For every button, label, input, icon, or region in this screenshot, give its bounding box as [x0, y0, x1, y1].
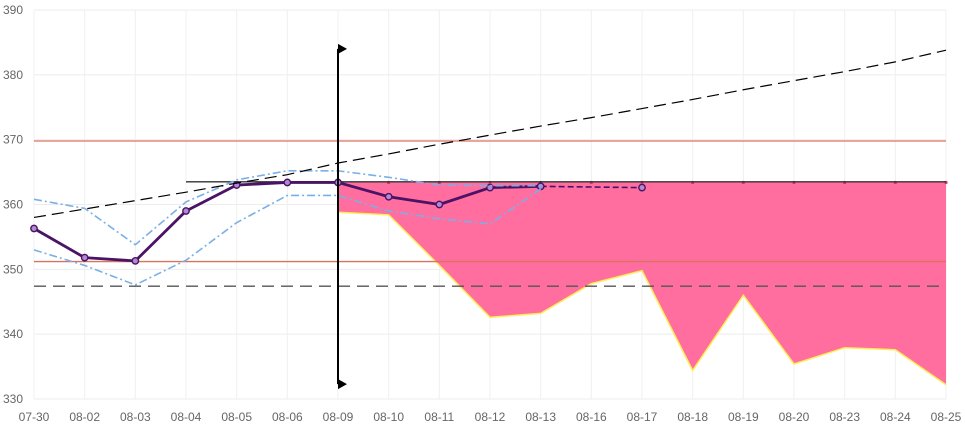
x-tick-label: 08-13 [525, 410, 556, 424]
series-point [182, 207, 190, 215]
series-point [536, 182, 545, 191]
series-point [638, 183, 646, 192]
series-point [30, 224, 38, 233]
marker-arrow-bottom [338, 379, 347, 390]
x-tick-label: 08-19 [728, 410, 759, 424]
x-tick-label: 08-09 [323, 410, 354, 424]
y-tick-label: 380 [3, 68, 23, 82]
band-lower-edge [337, 211, 947, 386]
band-area [338, 182, 946, 385]
series-point [384, 192, 393, 201]
chart-series [30, 49, 947, 286]
x-tick-label: 08-10 [373, 410, 404, 424]
series-line-projection [540, 185, 643, 189]
x-tick-label: 08-04 [171, 410, 202, 424]
x-tick-label: 08-12 [475, 410, 506, 424]
series-point [435, 200, 444, 209]
series-line [33, 188, 542, 286]
y-tick-label: 370 [3, 133, 23, 147]
marker-arrow-top [338, 43, 347, 54]
y-tick-label: 330 [3, 392, 23, 406]
x-tick-label: 08-16 [576, 410, 607, 424]
x-tick-label: 08-17 [627, 410, 658, 424]
y-tick-label: 340 [3, 327, 23, 341]
series-point [80, 253, 89, 262]
y-tick-label: 390 [3, 3, 23, 17]
x-tick-label: 08-03 [120, 410, 151, 424]
y-tick-label: 360 [3, 198, 23, 212]
series-point [283, 178, 292, 187]
x-tick-label: 07-30 [19, 410, 50, 424]
y-tick-label: 350 [3, 262, 23, 276]
x-tick-label: 08-02 [69, 410, 100, 424]
x-axis-ticks: 07-30 08-02 08-03 08-04 08-05 08-06 08-09 08-10… [19, 410, 962, 424]
vertical-marker [337, 43, 347, 390]
series-point [131, 257, 140, 265]
series-line [33, 49, 947, 219]
x-tick-label: 08-06 [272, 410, 303, 424]
x-tick-label: 08-20 [779, 410, 810, 424]
x-tick-label: 08-25 [931, 410, 962, 424]
x-tick-label: 08-05 [221, 410, 252, 424]
y-axis-ticks: 330 340 350 360 370 380 390 [3, 3, 23, 406]
x-tick-label: 08-23 [829, 410, 860, 424]
x-tick-label: 08-18 [677, 410, 708, 424]
x-tick-label: 08-11 [424, 410, 454, 424]
x-tick-label: 08-24 [880, 410, 911, 424]
